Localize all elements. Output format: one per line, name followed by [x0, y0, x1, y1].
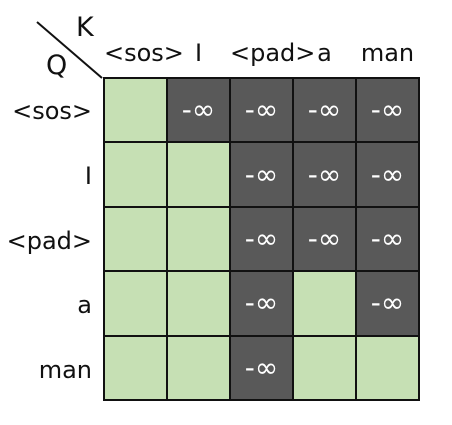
negative-infinity-label: -∞: [307, 93, 342, 127]
open-cell: [294, 272, 357, 337]
negative-infinity-label: -∞: [244, 93, 279, 127]
open-cell: [294, 336, 357, 401]
open-cell: [357, 336, 420, 401]
masked-cell: -∞: [294, 79, 357, 144]
open-cell: [168, 272, 231, 337]
open-cell: [105, 143, 168, 208]
masked-cell: -∞: [294, 207, 357, 273]
masked-cell: -∞: [357, 207, 420, 273]
open-cell: [105, 272, 168, 337]
masked-cell: -∞: [357, 143, 420, 208]
column-header: I: [194, 39, 203, 67]
negative-infinity-label: -∞: [370, 157, 405, 191]
column-header: <pad>: [230, 39, 316, 67]
column-header: man: [360, 39, 415, 67]
masked-cell: -∞: [168, 79, 231, 144]
negative-infinity-label: -∞: [370, 286, 405, 320]
masked-cell: -∞: [294, 143, 357, 208]
masked-cell: -∞: [357, 79, 420, 144]
open-cell: [105, 79, 168, 144]
corner-diagonal-line: [36, 21, 103, 79]
masked-cell: -∞: [357, 272, 420, 337]
column-header: <sos>: [104, 39, 184, 67]
negative-infinity-label: -∞: [370, 93, 405, 127]
masked-cell: -∞: [231, 143, 294, 208]
negative-infinity-label: -∞: [370, 221, 405, 255]
key-axis-label: K: [76, 12, 94, 43]
negative-infinity-label: -∞: [244, 286, 279, 320]
attention-mask-grid: -∞ -∞ -∞ -∞ -∞ -∞ -∞ -∞ -∞ -∞ -∞ -∞ -∞: [103, 77, 420, 401]
row-header: <pad>: [6, 227, 92, 255]
masked-cell: -∞: [231, 272, 294, 337]
negative-infinity-label: -∞: [244, 350, 279, 384]
negative-infinity-label: -∞: [307, 157, 342, 191]
masked-cell: -∞: [231, 207, 294, 273]
negative-infinity-label: -∞: [181, 93, 216, 127]
open-cell: [168, 336, 231, 401]
negative-infinity-label: -∞: [307, 221, 342, 255]
open-cell: [105, 336, 168, 401]
row-header: I: [84, 162, 92, 190]
row-header: man: [38, 356, 92, 384]
negative-infinity-label: -∞: [244, 221, 279, 255]
open-cell: [168, 143, 231, 208]
masked-cell: -∞: [231, 336, 294, 401]
negative-infinity-label: -∞: [244, 157, 279, 191]
query-axis-label: Q: [46, 50, 68, 81]
row-header: <sos>: [12, 97, 92, 125]
row-header: a: [77, 291, 92, 319]
open-cell: [105, 207, 168, 273]
open-cell: [168, 207, 231, 273]
column-header: a: [317, 39, 332, 67]
masked-cell: -∞: [231, 79, 294, 144]
